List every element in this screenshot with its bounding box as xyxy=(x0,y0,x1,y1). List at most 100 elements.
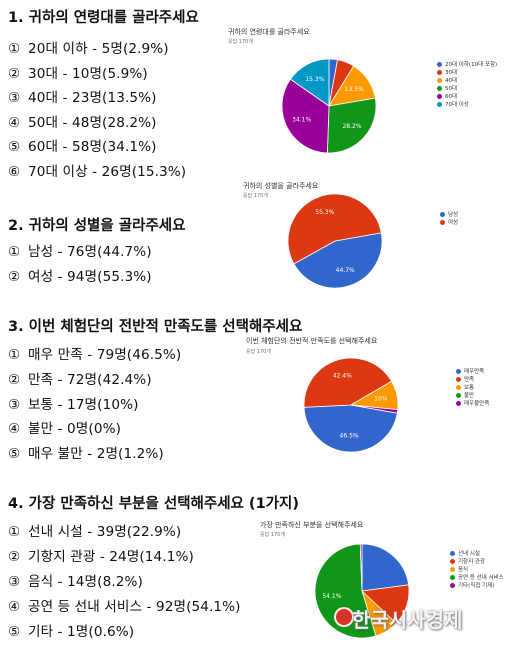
q1-item-6: ⑥ 70대 이상 - 26명(15.3%) xyxy=(8,160,186,180)
legend-swatch xyxy=(456,384,461,390)
watermark: 한국시사경제 xyxy=(352,608,463,632)
item-text: 30대 - 10명(5.9%) xyxy=(28,66,148,82)
q1-item-3: ③ 40대 - 23명(13.5%) xyxy=(8,86,157,106)
question-3-title: 3. 이번 체험단의 전반적 만족도를 선택해주세요 xyxy=(8,319,303,335)
item-text: 기항지 관광 - 24명(14.1%) xyxy=(28,549,194,565)
legend-swatch xyxy=(437,77,442,83)
legend-label: 매우만족 xyxy=(464,369,485,375)
watermark-logo-icon xyxy=(334,607,354,627)
item-text: 음식 - 14명(8.2%) xyxy=(28,574,143,590)
pie-slice-3 xyxy=(326,97,377,154)
pie-slice-1 xyxy=(287,193,382,265)
pie-slice-0 xyxy=(293,232,383,289)
item-text: 여성 - 94명(55.3%) xyxy=(28,269,152,285)
pie-data-label-1: 42.4% xyxy=(333,373,352,380)
legend-entry: 40대 xyxy=(437,76,497,84)
legend-label: 남성 xyxy=(448,212,459,218)
item-text: 70대 이상 - 26명(15.3%) xyxy=(28,164,187,180)
item-text: 공연 등 선내 서비스 - 92명(54.1%) xyxy=(28,599,241,615)
item-mark: ① xyxy=(8,244,21,260)
item-mark: ① xyxy=(8,347,21,363)
legend-label: 20대 이하(10대 포함) xyxy=(445,62,498,68)
legend-swatch xyxy=(437,61,442,67)
legend-entry: 여성 xyxy=(440,218,458,226)
legend-label: 기타(직접 기재) xyxy=(458,583,495,589)
item-text: 불만 - 0명(0%) xyxy=(28,421,121,437)
chart-3-title: 이번 체험단의 전반적 만족도를 선택해주세요 xyxy=(246,337,378,345)
q2-item-2: ② 여성 - 94명(55.3%) xyxy=(8,265,152,285)
legend-entry: 남성 xyxy=(440,210,458,218)
q3-item-1: ① 매우 만족 - 79명(46.5%) xyxy=(8,343,181,363)
pie-data-label-3: 54.1% xyxy=(322,593,341,600)
pie-data-label-0: 46.5% xyxy=(340,432,359,439)
pie-slice-0 xyxy=(303,404,398,453)
item-text: 60대 - 58명(34.1%) xyxy=(28,139,157,155)
legend-label: 50대 xyxy=(445,86,458,92)
chart-4-subtitle: 응답 170개 xyxy=(260,532,285,538)
legend-entry: 음식 xyxy=(450,565,504,573)
legend-label: 여성 xyxy=(448,220,459,226)
question-1-title: 1. 귀하의 연령대를 골라주세요 xyxy=(8,10,199,26)
legend-label: 만족 xyxy=(464,377,475,383)
legend-entry: 불만 xyxy=(456,391,489,399)
legend-label: 70대 이상 xyxy=(445,102,469,108)
legend-label: 30대 xyxy=(445,70,458,76)
chart-1-legend: 20대 이하(10대 포함) 30대 40대 50대 60대 70대 이상 xyxy=(437,60,497,108)
legend-label: 기항지 관광 xyxy=(458,559,486,565)
pie-data-label-0: 44.7% xyxy=(336,267,355,274)
item-mark: ② xyxy=(8,549,21,565)
item-mark: ② xyxy=(8,66,21,82)
item-mark: ④ xyxy=(8,115,21,131)
legend-label: 공연 등 선내 서비스 xyxy=(458,575,504,581)
pie-slice-3 xyxy=(314,543,377,639)
legend-entry: 20대 이하(10대 포함) xyxy=(437,60,497,68)
chart-2-title: 귀하의 성별을 골라주세요 xyxy=(243,182,319,190)
legend-entry: 60대 xyxy=(437,92,497,100)
q4-item-1: ① 선내 시설 - 39명(22.9%) xyxy=(8,520,181,540)
legend-swatch xyxy=(450,582,455,588)
legend-entry: 기항지 관광 xyxy=(450,557,504,565)
q1-item-2: ② 30대 - 10명(5.9%) xyxy=(8,62,148,82)
legend-swatch xyxy=(450,558,455,564)
chart-4-title: 가장 만족하신 부분을 선택해주세요 xyxy=(260,521,364,529)
question-2-title: 2. 귀하의 성별을 골라주세요 xyxy=(8,218,186,234)
legend-entry: 공연 등 선내 서비스 xyxy=(450,573,504,581)
item-text: 20대 이하 - 5명(2.9%) xyxy=(28,41,169,57)
q1-item-1: ① 20대 이하 - 5명(2.9%) xyxy=(8,37,169,57)
item-mark: ④ xyxy=(8,421,21,437)
legend-label: 음식 xyxy=(458,567,469,573)
pie-slice-0 xyxy=(361,543,410,592)
legend-entry: 만족 xyxy=(456,375,489,383)
q1-item-5: ⑤ 60대 - 58명(34.1%) xyxy=(8,135,157,155)
q3-item-4: ④ 불만 - 0명(0%) xyxy=(8,417,121,437)
legend-label: 매우불만족 xyxy=(464,401,490,407)
item-mark: ③ xyxy=(8,397,21,413)
item-mark: ③ xyxy=(8,574,21,590)
q3-item-3: ③ 보통 - 17명(10%) xyxy=(8,393,138,413)
q2-item-1: ① 남성 - 76명(44.7%) xyxy=(8,240,152,260)
pie-slice-4 xyxy=(281,78,330,154)
legend-entry: 30대 xyxy=(437,68,497,76)
legend-entry: 70대 이상 xyxy=(437,100,497,108)
q4-item-4: ④ 공연 등 선내 서비스 - 92명(54.1%) xyxy=(8,595,241,615)
legend-swatch xyxy=(437,69,442,75)
legend-label: 선내 시설 xyxy=(458,551,480,557)
item-mark: ① xyxy=(8,41,21,57)
item-text: 50대 - 48명(28.2%) xyxy=(28,115,157,131)
item-mark: ① xyxy=(8,524,21,540)
chart-1-subtitle: 응답 170개 xyxy=(228,39,253,45)
q4-item-3: ③ 음식 - 14명(8.2%) xyxy=(8,570,143,590)
legend-entry: 매우불만족 xyxy=(456,399,489,407)
item-mark: ② xyxy=(8,372,21,388)
legend-swatch xyxy=(450,566,455,572)
item-mark: ④ xyxy=(8,599,21,615)
legend-swatch xyxy=(437,101,442,107)
legend-swatch xyxy=(450,550,455,556)
item-mark: ⑤ xyxy=(8,446,21,462)
